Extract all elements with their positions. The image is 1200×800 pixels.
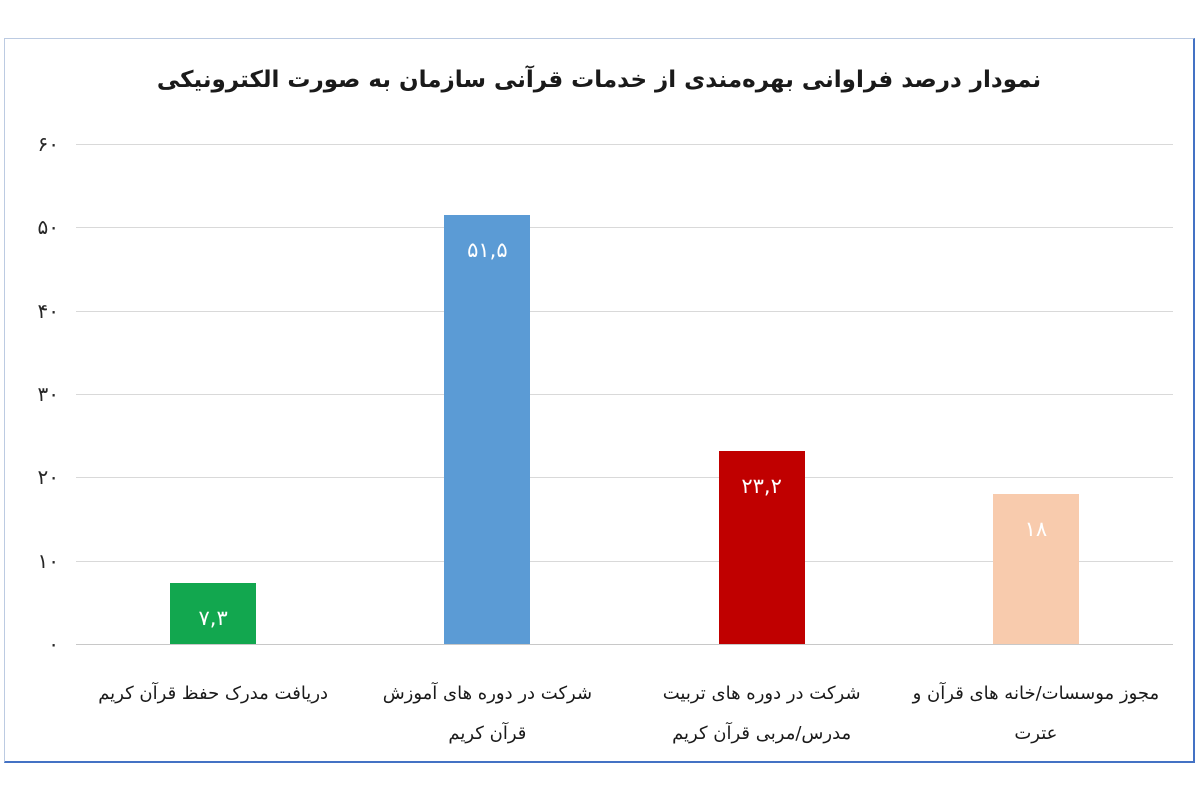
bar-value-label: ۲۳,۲ (741, 473, 782, 498)
y-axis-tick-label: ۴۰ (37, 298, 59, 323)
bar-value-label: ۷,۳ (198, 606, 228, 631)
chart-title: نمودار درصد فراوانی بهره‌مندی از خدمات ق… (156, 67, 1042, 93)
gridline (76, 144, 1173, 145)
x-axis-category-label-line: دریافت مدرک حفظ قرآن کریم (98, 683, 329, 704)
x-axis-category-label-line: مدرس/مربی قرآن کریم (672, 723, 852, 744)
bar-value-label: ۵۱,۵ (467, 237, 508, 262)
bar-category-3: ۲۳,۲ (718, 450, 805, 644)
x-axis-category-label: دریافت مدرک حفظ قرآن کریم (68, 674, 358, 714)
x-axis-category-label-line: عترت (1014, 723, 1058, 744)
x-axis-category-label-line: قرآن کریم (448, 723, 527, 744)
bar-value-label: ۱۸ (1024, 517, 1048, 541)
y-axis-tick-label: ۶۰ (37, 132, 59, 156)
gridline (76, 644, 1173, 645)
bar-category-2: ۵۱,۵ (444, 214, 531, 644)
y-axis-tick-label: ۲۰ (37, 465, 59, 490)
chart-container: نمودار درصد فراوانی بهره‌مندی از خدمات ق… (4, 38, 1195, 763)
y-axis-tick-label: ۳۰ (37, 382, 59, 406)
y-axis-tick-label: ۱۰ (37, 548, 59, 573)
y-axis-tick-label: ۰ (48, 632, 59, 656)
y-axis-tick-label: ۵۰ (37, 215, 59, 240)
x-axis-category-label-line: مجوز موسسات/خانه های قرآن و (912, 683, 1160, 704)
gridline (76, 310, 1173, 312)
x-axis-category-label: مجوز موسسات/خانه های قرآن و عترت (891, 674, 1181, 754)
gridline (76, 477, 1173, 479)
x-axis-category-label-line: شرکت در دوره های آموزش (382, 683, 593, 704)
gridline (76, 560, 1173, 562)
bar-category-4: ۱۸ (992, 494, 1079, 644)
x-axis-category-label: شرکت در دوره های آموزش قرآن کریم (342, 674, 632, 754)
x-axis-category-label: شرکت در دوره های تربیت مدرس/مربی قرآن کری… (617, 674, 907, 754)
bar-category-1: ۷,۳ (170, 583, 257, 644)
gridline (76, 227, 1173, 229)
gridline (76, 394, 1173, 395)
x-axis-category-label-line: شرکت در دوره های تربیت (662, 683, 861, 704)
